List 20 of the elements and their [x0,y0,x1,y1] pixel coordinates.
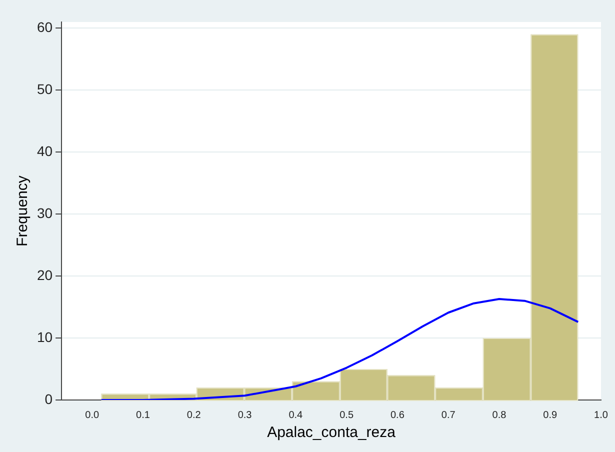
x-tick-label: 1.0 [594,410,608,421]
x-tick-label: 0.3 [238,410,252,421]
y-tick-label: 60 [36,19,53,36]
x-tick-label: 0.9 [543,410,558,421]
y-tick-label: 0 [44,390,53,407]
y-tick-label: 50 [36,81,53,98]
x-tick-label: 0.0 [85,410,100,421]
y-tick-label: 30 [36,204,53,221]
y-tick-label: 20 [36,266,53,283]
x-tick-label: 0.2 [186,410,202,421]
x-tick-label: 0.5 [340,410,354,421]
x-axis-title: Apalac_conta_reza [267,424,396,442]
x-tick-label: 0.8 [492,410,507,421]
x-tick-label: 0.1 [136,410,150,421]
y-tick-label: 10 [36,328,53,345]
x-tick-label: 0.4 [288,410,304,421]
y-axis-title: Frequency [14,175,32,246]
x-tick-label: 0.7 [441,410,456,421]
x-tick-label: 0.6 [390,410,405,421]
y-tick-label: 40 [36,142,53,159]
